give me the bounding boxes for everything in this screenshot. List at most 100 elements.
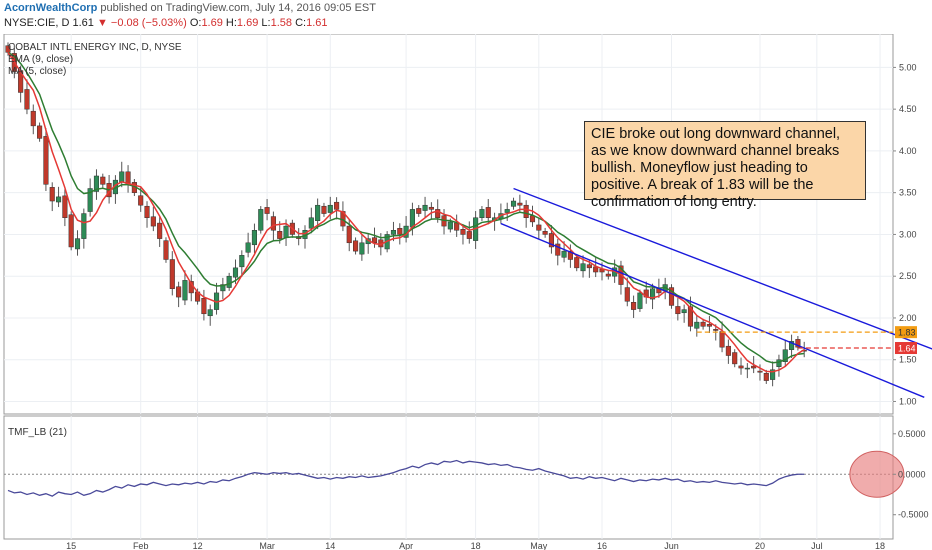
candle-body: [315, 204, 321, 221]
candle-body: [435, 209, 441, 218]
candle-body: [542, 231, 548, 235]
tmf-tick-label: 0.5000: [898, 429, 926, 439]
candle-body: [56, 196, 62, 203]
candle-body: [719, 331, 725, 348]
channel-lower-line: [500, 222, 925, 398]
candle-body: [782, 349, 788, 362]
candle-body: [251, 230, 257, 246]
candle-body: [270, 216, 276, 231]
candle-body: [144, 205, 150, 218]
candle-body: [700, 321, 706, 327]
candle-body: [706, 324, 712, 327]
candle-body: [346, 225, 352, 244]
x-tick-label: May: [530, 541, 548, 550]
tmf-highlight-circle: [849, 450, 905, 498]
candle-body: [605, 273, 611, 277]
candle-body: [510, 200, 517, 207]
candle-body: [239, 255, 245, 268]
price-line-label: 1.83: [898, 328, 916, 338]
candle-body: [447, 221, 453, 230]
x-tick-label: 20: [755, 541, 765, 550]
candle-body: [226, 275, 232, 288]
y-tick-label: 4.00: [899, 146, 917, 156]
candle-body: [738, 365, 744, 369]
symbol-label: NYSE:CIE, D: [4, 17, 70, 29]
y-tick-label: 3.50: [899, 188, 917, 198]
candle-body: [763, 372, 769, 381]
candle-body: [163, 240, 169, 260]
candle-body: [422, 204, 428, 211]
candle-body: [485, 207, 491, 218]
y-tick-label: 3.00: [899, 229, 917, 239]
x-tick-label: 18: [471, 541, 481, 550]
candle-body: [30, 110, 36, 127]
candle-body: [789, 341, 795, 350]
y-tick-label: 1.00: [899, 396, 917, 406]
candle-body: [637, 292, 643, 309]
price-line-tag: [895, 342, 917, 355]
candle-body: [460, 229, 466, 235]
author-link[interactable]: AcornWealthCorp: [4, 2, 98, 14]
close-value: 1.61: [306, 17, 328, 29]
candle-body: [353, 240, 359, 252]
candle-body: [776, 359, 782, 367]
candle-body: [586, 264, 592, 269]
candle-body: [100, 176, 106, 185]
candle-body: [334, 201, 340, 210]
candle-body: [681, 309, 687, 314]
candle-body: [359, 242, 365, 255]
candle-body: [220, 284, 226, 292]
candle-body: [264, 207, 270, 214]
candle-body: [245, 242, 251, 253]
publish-line: AcornWealthCorp published on TradingView…: [4, 2, 376, 14]
candle-body: [757, 370, 763, 373]
candle-body: [650, 288, 656, 300]
candle-body: [283, 225, 289, 238]
candle-body: [119, 171, 125, 183]
x-tick-label: 15: [66, 541, 76, 550]
candle-body: [555, 243, 561, 256]
candle-body: [327, 204, 333, 213]
analysis-annotation: CIE broke out long downward channel, as …: [584, 121, 866, 210]
candle-body: [744, 367, 750, 370]
candle-body: [62, 195, 68, 218]
x-tick-label: Feb: [133, 541, 149, 550]
tmf-tick-label: -0.5000: [898, 510, 929, 520]
candle-body: [770, 369, 776, 380]
candle-body: [201, 297, 207, 315]
high-label: H:: [225, 17, 237, 29]
x-tick-label: Apr: [399, 541, 413, 550]
price-line-tag: [895, 326, 917, 339]
candle-body: [454, 222, 460, 231]
y-tick-label: 2.50: [899, 271, 917, 281]
candle-body: [390, 230, 397, 235]
price-chart[interactable]: 1.83 1.64 1.00 1.50 2.00 2.50 3.00 3.50 4.00 4.5…: [0, 34, 932, 550]
x-tick-label: 18: [875, 541, 885, 550]
candle-body: [157, 222, 163, 239]
tmf-line: [7, 459, 805, 497]
open-label: O:: [189, 17, 202, 29]
candle-body: [675, 306, 681, 315]
candle-body: [624, 287, 630, 302]
x-tick-label: Jun: [664, 541, 679, 550]
candle-body: [713, 329, 719, 331]
candle-body: [258, 209, 264, 231]
candle-body: [561, 250, 567, 258]
candle-body: [732, 352, 738, 365]
candle-body: [725, 345, 731, 356]
x-tick-label: Jul: [811, 541, 823, 550]
candle-body: [397, 228, 403, 235]
chart-header: AcornWealthCorp published on TradingView…: [0, 0, 932, 34]
candle-body: [668, 287, 675, 306]
down-arrow-icon: ▼: [96, 17, 108, 29]
price-line-label: 1.64: [898, 344, 916, 354]
candle-body: [567, 250, 573, 260]
candle-body: [517, 202, 523, 206]
candle-body: [87, 188, 93, 212]
x-tick-label: 16: [597, 541, 607, 550]
candle-body: [37, 125, 43, 139]
candle-body: [479, 209, 485, 218]
open-value: 1.69: [201, 17, 223, 29]
y-tick-label: 4.50: [899, 104, 917, 114]
candle-body: [416, 208, 422, 214]
